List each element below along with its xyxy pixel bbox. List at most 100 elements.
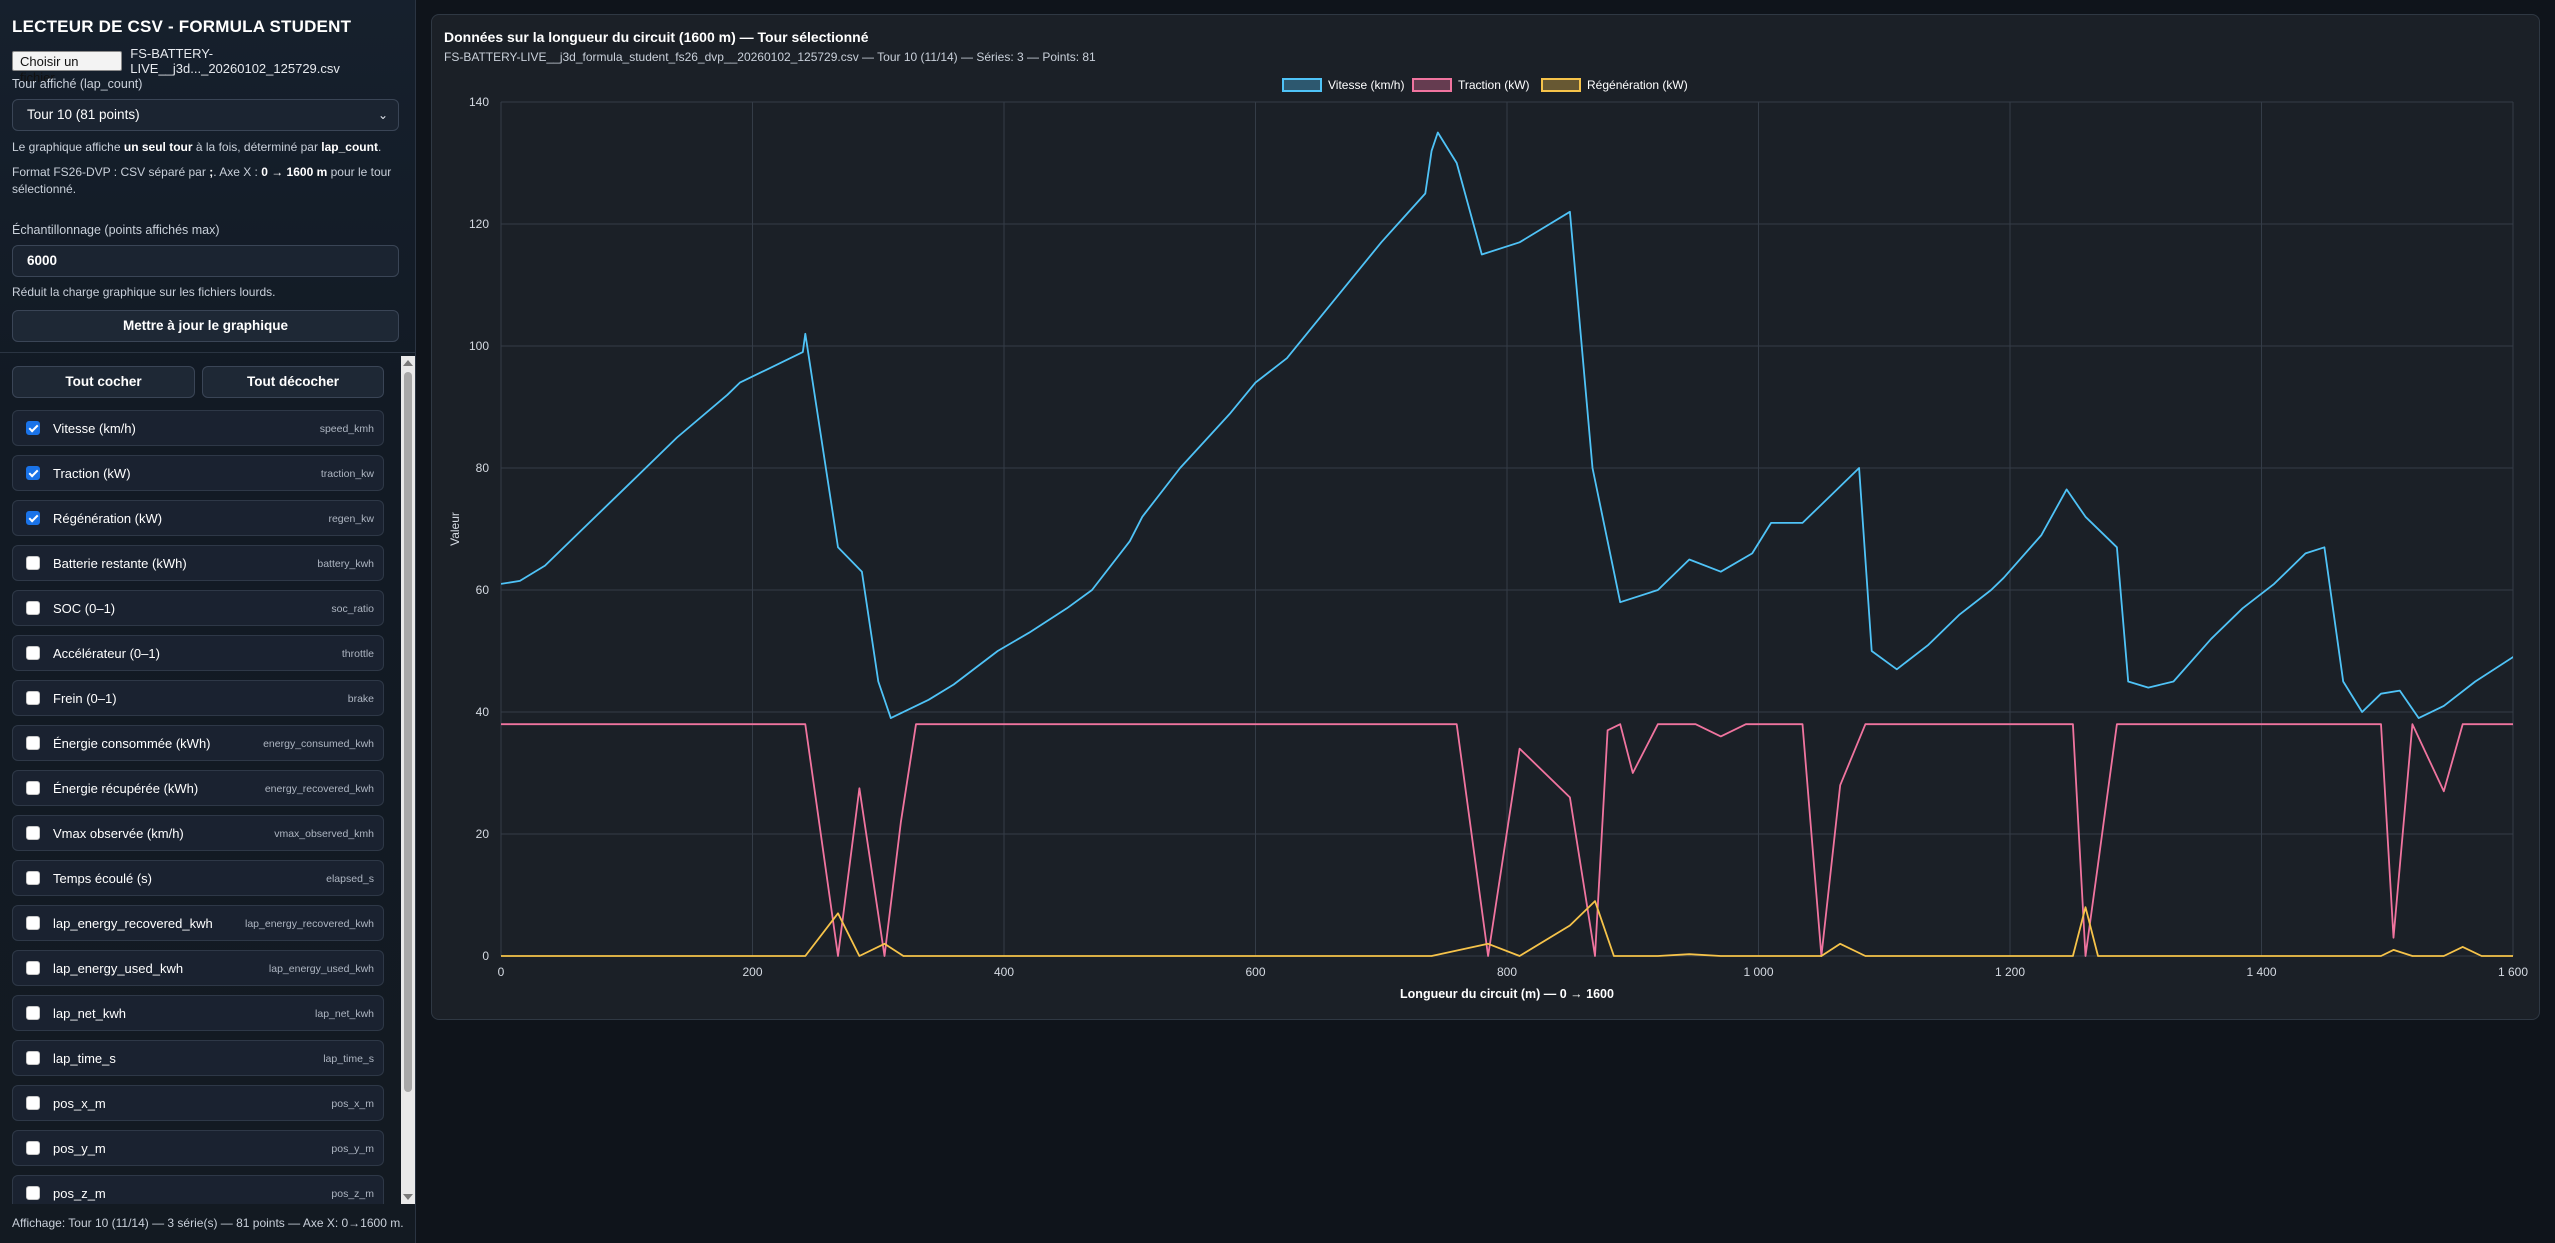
series-key: lap_energy_used_kwh (268, 963, 374, 975)
series-label: Batterie restante (kWh) (53, 556, 187, 571)
series-key: lap_time_s (323, 1053, 374, 1065)
legend-swatch-1 (1282, 78, 1322, 92)
sampling-input[interactable]: 6000 (12, 245, 399, 277)
series-label: Frein (0–1) (53, 691, 117, 706)
y-tick-label: 140 (469, 95, 489, 109)
y-tick-label: 20 (476, 827, 490, 841)
series-toggle-lap_energy_recovered_kwh[interactable]: lap_energy_recovered_kwh lap_energy_recov… (12, 905, 384, 941)
series-key: throttle (341, 648, 374, 660)
series-checkbox[interactable] (26, 1096, 40, 1110)
choose-file-button[interactable]: Choisir un fichier (12, 51, 123, 85)
series-list-scrollbar[interactable] (401, 356, 415, 1204)
check-all-button[interactable]: Tout cocher (12, 366, 195, 398)
x-tick-label: 0 (498, 965, 505, 979)
x-axis-title: Longueur du circuit (m) — 0 → 1600 (1400, 987, 1614, 1001)
series-checkbox[interactable] (26, 691, 40, 705)
scroll-thumb[interactable] (404, 372, 412, 1092)
scroll-down-arrow-icon[interactable] (403, 1194, 413, 1200)
chart-panel-subtitle: FS-BATTERY-LIVE__j3d_formula_student_fs2… (444, 50, 1096, 64)
series-checkbox[interactable] (26, 961, 40, 975)
selected-file-name: FS-BATTERY-LIVE__j3d..._20260102_125729.… (130, 46, 340, 76)
chart-svg[interactable]: 0 200 400 600 800 1 000 1 200 1 400 1 600 0 20 40 60… (432, 15, 2539, 1019)
y-axis-title: Valeur (448, 512, 462, 546)
series-label: SOC (0–1) (53, 601, 116, 616)
series-toggle-lap_energy_used_kwh[interactable]: lap_energy_used_kwh lap_energy_used_kwh (12, 950, 384, 986)
series-toggle-brake[interactable]: Frein (0–1) brake (12, 680, 384, 716)
series-checkbox[interactable] (26, 466, 40, 480)
series-toggle-lap_time_s[interactable]: lap_time_s lap_time_s (12, 1040, 384, 1076)
uncheck-all-button[interactable]: Tout décocher (202, 366, 384, 398)
series-checkbox[interactable] (26, 421, 40, 435)
lap-select-label: Tour affiché (lap_count) (12, 77, 143, 91)
series-key: traction_kw (320, 468, 374, 480)
x-tick-label: 1 000 (1743, 965, 1773, 979)
series-checkbox[interactable] (26, 871, 40, 885)
status-bar: Affichage: Tour 10 (11/14) — 3 série(s) … (12, 1216, 404, 1230)
chevron-down-icon: ⌄ (377, 108, 388, 122)
series-label: lap_energy_used_kwh (53, 961, 184, 976)
series-checkbox[interactable] (26, 1186, 40, 1200)
series-toggle-traction_kw[interactable]: Traction (kW) traction_kw (12, 455, 384, 491)
series-toggle-lap_net_kwh[interactable]: lap_net_kwh lap_net_kwh (12, 995, 384, 1031)
series-key: elapsed_s (326, 873, 374, 885)
scroll-up-arrow-icon[interactable] (403, 360, 413, 366)
legend-swatch-3 (1541, 78, 1581, 92)
update-chart-button[interactable]: Mettre à jour le graphique (12, 310, 399, 342)
series-checkbox[interactable] (26, 916, 40, 930)
series-checkbox[interactable] (26, 1051, 40, 1065)
series-checkbox[interactable] (26, 781, 40, 795)
sampling-label: Échantillonnage (points affichés max) (12, 223, 220, 237)
series-label: pos_y_m (53, 1141, 106, 1156)
x-tick-label: 1 200 (1995, 965, 2025, 979)
series-toggle-regen_kw[interactable]: Régénération (kW) regen_kw (12, 500, 384, 536)
series-toggle-energy_recovered_kwh[interactable]: Énergie récupérée (kWh) energy_recovered_… (12, 770, 384, 806)
series-toggle-soc_ratio[interactable]: SOC (0–1) soc_ratio (12, 590, 384, 626)
lap-select[interactable]: Tour 10 (81 points) ⌄ (12, 99, 399, 131)
x-tick-label: 200 (742, 965, 762, 979)
series-toggle-energy_consumed_kwh[interactable]: Énergie consommée (kWh) energy_consumed_k… (12, 725, 384, 761)
series-checkbox[interactable] (26, 646, 40, 660)
divider (0, 352, 416, 353)
series-key: soc_ratio (331, 603, 374, 615)
series-checkbox[interactable] (26, 601, 40, 615)
series-key: lap_energy_recovered_kwh (245, 918, 374, 930)
series-label: Vmax observée (km/h) (53, 826, 184, 841)
series-checkbox[interactable] (26, 1006, 40, 1020)
series-checkbox[interactable] (26, 736, 40, 750)
chart-panel: Données sur la longueur du circuit (1600… (431, 14, 2540, 1020)
y-tick-label: 100 (469, 339, 489, 353)
series-toggle-pos_y_m[interactable]: pos_y_m pos_y_m (12, 1130, 384, 1166)
series-key: brake (347, 693, 374, 705)
series-label: Régénération (kW) (53, 511, 163, 526)
series-key: vmax_observed_kmh (274, 828, 374, 840)
series-toggle-speed_kmh[interactable]: Vitesse (km/h) speed_kmh (12, 410, 384, 446)
series-toggle-pos_z_m[interactable]: pos_z_m pos_z_m (12, 1175, 384, 1204)
series-checkbox[interactable] (26, 556, 40, 570)
sidebar: LECTEUR DE CSV - FORMULA STUDENT Choisir… (0, 0, 416, 1243)
series-checkbox[interactable] (26, 511, 40, 525)
x-tick-label: 600 (1245, 965, 1265, 979)
y-tick-label: 0 (482, 949, 489, 963)
series-toggle-battery_kwh[interactable]: Batterie restante (kWh) battery_kwh (12, 545, 384, 581)
series-label: lap_time_s (53, 1051, 116, 1066)
legend-label-1: Vitesse (km/h) (1328, 78, 1404, 92)
series-line-2 (501, 723, 2513, 957)
series-label: Accélérateur (0–1) (53, 646, 160, 661)
series-label: lap_net_kwh (53, 1006, 126, 1021)
series-toggle-throttle[interactable]: Accélérateur (0–1) throttle (12, 635, 384, 671)
y-tick-label: 80 (476, 461, 490, 475)
series-label: pos_z_m (53, 1186, 106, 1201)
legend-label-2: Traction (kW) (1458, 78, 1530, 92)
x-tick-label: 800 (1497, 965, 1517, 979)
series-key: battery_kwh (317, 558, 374, 570)
series-toggle-vmax_observed_kmh[interactable]: Vmax observée (km/h) vmax_observed_kmh (12, 815, 384, 851)
series-toggle-elapsed_s[interactable]: Temps écoulé (s) elapsed_s (12, 860, 384, 896)
y-tick-label: 120 (469, 217, 489, 231)
series-checkbox[interactable] (26, 826, 40, 840)
chart-panel-title: Données sur la longueur du circuit (1600… (444, 29, 869, 45)
series-key: pos_x_m (331, 1098, 374, 1110)
series-checkbox[interactable] (26, 1141, 40, 1155)
series-key: pos_z_m (331, 1188, 374, 1200)
series-toggle-pos_x_m[interactable]: pos_x_m pos_x_m (12, 1085, 384, 1121)
x-tick-label: 1 600 (2498, 965, 2528, 979)
